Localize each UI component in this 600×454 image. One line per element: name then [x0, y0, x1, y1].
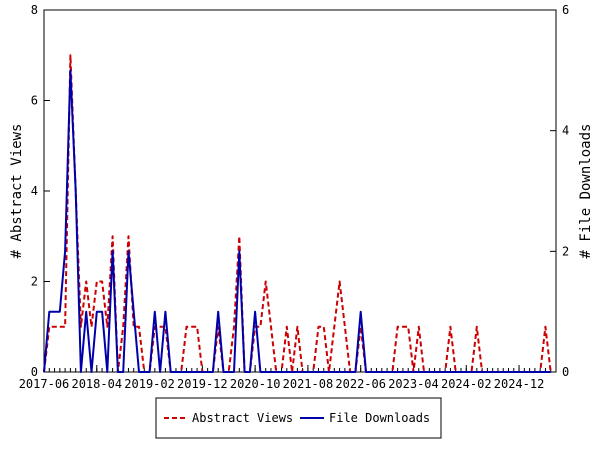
x-tick-label: 2019-12 — [177, 377, 228, 391]
y2-tick-label: 4 — [562, 124, 569, 138]
plot-area — [43, 9, 557, 373]
y-axis-label: # Abstract Views — [9, 124, 25, 259]
x-tick-label: 2018-04 — [71, 377, 122, 391]
y-tick-label: 8 — [31, 3, 38, 17]
series-layer — [43, 54, 552, 373]
x-axis: 2017-06 2018-04 2019-02 2019-12 2020-10 2021-… — [19, 365, 557, 391]
x-tick-label: 2021-08 — [283, 377, 334, 391]
y2-tick-label: 6 — [562, 3, 569, 17]
legend-label-file-downloads: File Downloads — [329, 411, 430, 425]
y-tick-label: 2 — [31, 275, 38, 289]
y-tick-label: 4 — [31, 184, 38, 198]
legend-label-abstract-views: Abstract Views — [192, 411, 293, 425]
x-tick-label: 2022-06 — [335, 377, 386, 391]
y2-tick-label: 2 — [562, 244, 569, 258]
y-axis-right: 0 2 4 6 — [550, 3, 569, 379]
legend-box — [155, 397, 442, 439]
x-tick-label: 2017-06 — [19, 377, 70, 391]
y-axis-left: 0 2 4 6 8 — [31, 3, 50, 379]
x-tick-label: 2020-10 — [230, 377, 281, 391]
y2-axis-label: # File Downloads — [578, 124, 594, 259]
series-line-file-downloads — [43, 69, 551, 373]
y2-tick-label: 0 — [562, 365, 569, 379]
x-tick-label: 2023-04 — [388, 377, 439, 391]
legend: Abstract Views File Downloads — [155, 397, 442, 439]
y-tick-label: 6 — [31, 94, 38, 108]
x-tick-label: 2024-12 — [494, 377, 545, 391]
x-tick-label: 2019-02 — [124, 377, 175, 391]
x-tick-label: 2024-02 — [441, 377, 492, 391]
y-tick-label: 0 — [31, 365, 38, 379]
